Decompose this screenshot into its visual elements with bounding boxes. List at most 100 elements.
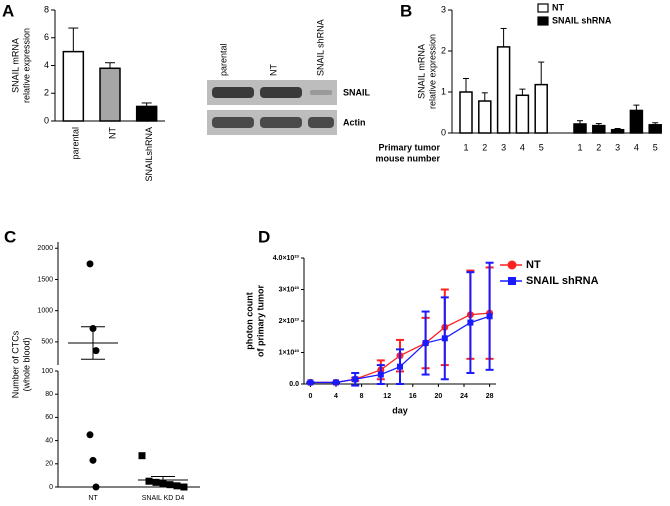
data-point	[467, 319, 474, 326]
legend-label: SNAIL shRNA	[552, 15, 612, 25]
y-axis-label: relative expression	[427, 34, 437, 109]
bar	[573, 123, 587, 134]
data-point	[441, 335, 448, 342]
y-axis-label: SNAIL mRNA	[416, 44, 426, 99]
data-point	[86, 260, 94, 268]
bar	[629, 109, 644, 134]
western-blot: parental NT SNAIL shRNA SNAIL Actin	[207, 19, 371, 135]
legend-label: SNAIL shRNA	[526, 275, 599, 287]
panel-label: C	[4, 227, 16, 246]
band-label: Actin	[343, 117, 366, 127]
y-tick-label: 80	[45, 391, 53, 398]
x-tick-label: 28	[486, 393, 494, 400]
data-point	[377, 371, 384, 378]
x-tick-label: 24	[460, 393, 468, 400]
blot-band	[308, 117, 334, 128]
data-point	[145, 477, 153, 485]
data-point	[152, 478, 160, 486]
x-tick-label: 4	[520, 142, 525, 152]
y-tick-label: 1	[441, 86, 446, 96]
y-tick-label: 0	[44, 115, 49, 125]
data-point	[86, 431, 94, 439]
legend-label: NT	[552, 2, 564, 12]
x-tick-label: 0	[308, 393, 312, 400]
x-tick-label: 5	[539, 142, 544, 152]
x-tick-label: 2	[596, 142, 601, 152]
blot-band	[310, 90, 332, 95]
bar	[515, 94, 530, 134]
data-point	[180, 483, 188, 491]
x-tick-label: 1	[577, 142, 582, 152]
y-tick-label: 100	[41, 368, 53, 375]
data-point	[92, 347, 100, 355]
data-point	[173, 482, 181, 490]
legend-marker	[508, 277, 516, 285]
data-point	[89, 456, 97, 464]
x-tick-label: 4	[634, 142, 639, 152]
blot-band	[212, 87, 254, 98]
y-tick-label: 0	[49, 484, 53, 491]
lane-label: parental	[218, 43, 228, 76]
data-point	[166, 481, 174, 489]
x-axis-label: mouse number	[375, 153, 440, 163]
x-tick-label: SNAILshRNA	[144, 127, 154, 182]
y-axis-label: of primary tumor	[255, 285, 265, 358]
data-point	[422, 340, 429, 347]
bar	[478, 100, 492, 134]
blot-band	[212, 117, 254, 128]
blot-band	[260, 87, 302, 98]
bar	[592, 124, 606, 134]
x-tick-label: 4	[334, 393, 338, 400]
x-tick-label: SNAIL KD D4	[142, 495, 185, 502]
x-tick-label: 16	[409, 393, 417, 400]
y-axis-label: SNAIL mRNA	[10, 38, 20, 93]
panel-label: A	[2, 1, 14, 20]
panel-label: D	[258, 227, 270, 246]
data-point	[486, 313, 493, 320]
lane-label: SNAIL shRNA	[315, 19, 325, 76]
bar	[135, 105, 158, 122]
y-tick-label: 1×10²³	[279, 349, 300, 356]
y-tick-label: 0	[441, 127, 446, 137]
y-tick-label: 6	[44, 32, 49, 42]
x-tick-label: parental	[71, 127, 81, 160]
y-tick-label: 2	[441, 45, 446, 55]
bar	[534, 83, 548, 134]
x-tick-label: 8	[360, 393, 364, 400]
y-tick-label: 3×10²³	[279, 286, 300, 293]
x-tick-label: NT	[88, 495, 98, 502]
panel-label: B	[400, 1, 412, 20]
lane-label: NT	[268, 64, 278, 76]
x-tick-label: 20	[435, 393, 443, 400]
y-tick-label: 500	[41, 339, 53, 346]
x-tick-label: 1	[463, 142, 468, 152]
y-tick-label: 0.0	[289, 381, 299, 388]
data-point	[307, 379, 314, 386]
y-tick-label: 4	[44, 60, 49, 70]
bar	[62, 50, 85, 122]
y-tick-label: 2×10²³	[279, 318, 300, 325]
y-tick-label: 4.0×10²³	[273, 255, 300, 262]
y-tick-label: 60	[45, 414, 53, 421]
x-tick-label: 3	[501, 142, 506, 152]
bar	[648, 124, 662, 134]
bar	[99, 67, 121, 122]
legend-marker	[507, 260, 517, 270]
y-axis-label: relative expression	[21, 28, 31, 103]
y-tick-label: 40	[45, 437, 53, 444]
y-tick-label: 2000	[37, 245, 53, 252]
x-axis-label: Primary tumor	[378, 142, 440, 152]
data-point	[352, 376, 359, 383]
y-tick-label: 1500	[37, 276, 53, 283]
x-tick-label: 5	[653, 142, 658, 152]
x-tick-label: 3	[615, 142, 620, 152]
blot-band	[260, 117, 302, 128]
data-point	[138, 452, 146, 460]
band-label: SNAIL	[343, 87, 371, 97]
y-tick-label: 3	[441, 4, 446, 14]
legend-label: NT	[526, 259, 541, 271]
bar	[459, 91, 473, 134]
x-tick-label: NT	[107, 127, 117, 139]
x-tick-label: 2	[482, 142, 487, 152]
